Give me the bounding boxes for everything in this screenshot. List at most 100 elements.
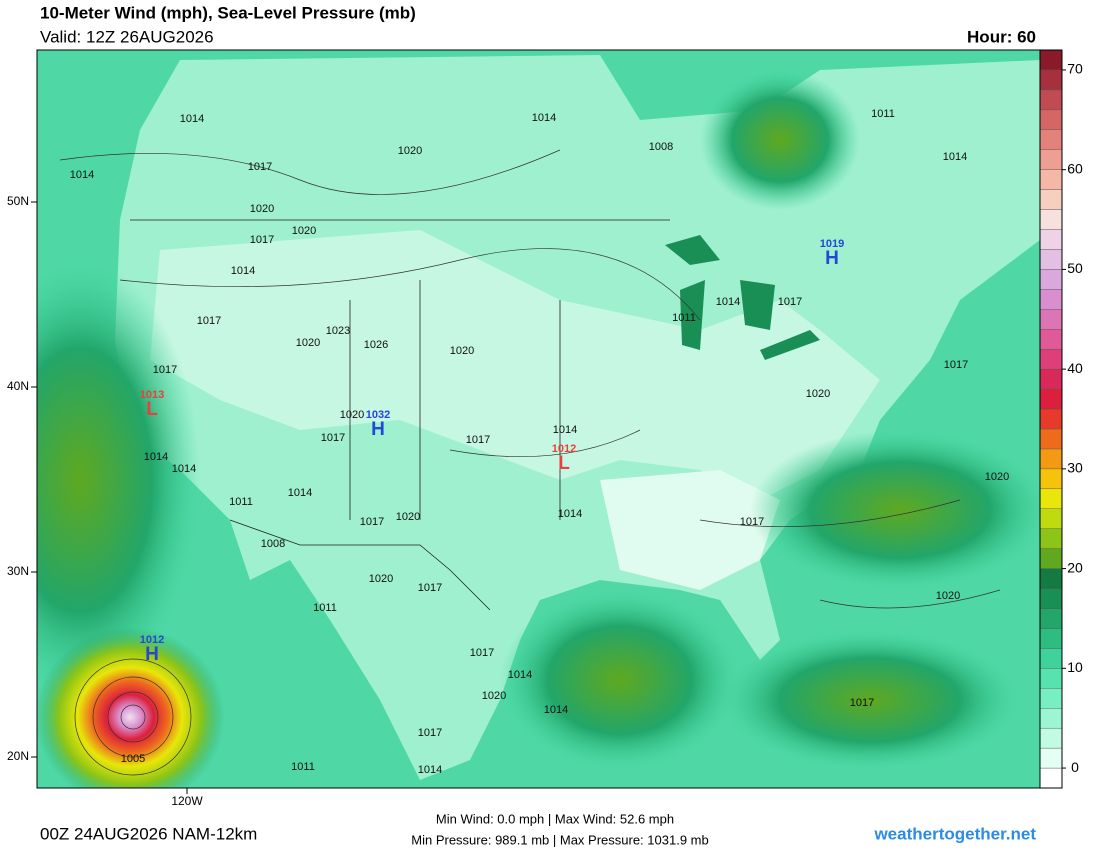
colorbar-segment [1039, 528, 1063, 549]
center-letter: H [371, 419, 385, 440]
isobar-label: 1020 [340, 409, 364, 421]
isobar-label: 1014 [943, 151, 967, 163]
colorbar-label: 60 [1067, 160, 1083, 176]
lat-label: 30N [7, 564, 29, 578]
isobar-label: 1017 [850, 697, 874, 709]
wind-area [750, 430, 1040, 590]
colorbar-segment [1039, 668, 1063, 689]
isobar-label: 1014 [558, 508, 582, 520]
isobar-label: 1017 [418, 582, 442, 594]
colorbar-label: 30 [1067, 460, 1083, 476]
isobar-label: 1017 [470, 647, 494, 659]
colorbar-segment [1039, 628, 1063, 649]
colorbar-segment [1039, 209, 1063, 230]
isobar-label: 1026 [364, 339, 388, 351]
hurricane [37, 627, 225, 788]
isobar-label: 1017 [778, 296, 802, 308]
map [37, 50, 1040, 788]
colorbar-segment [1039, 89, 1063, 111]
isobar-label: 1014 [180, 113, 204, 125]
isobar-label: 1005 [121, 753, 145, 765]
colorbar-label: 20 [1067, 559, 1083, 575]
colorbar-segment [1039, 49, 1063, 71]
colorbar-segment [1039, 129, 1063, 150]
colorbar-segment [1039, 747, 1063, 769]
isobar-label: 1017 [466, 434, 490, 446]
colorbar-segment [1039, 708, 1063, 729]
isobar-label: 1020 [250, 203, 274, 215]
isobar-label: 1011 [313, 602, 337, 614]
isobar-label: 1020 [936, 590, 960, 602]
colorbar-segment [1039, 648, 1063, 669]
colorbar-segment [1039, 448, 1063, 470]
isobar-label: 1017 [153, 364, 177, 376]
colorbar-label: 0 [1071, 759, 1079, 775]
land-light [600, 470, 780, 590]
isobar-label: 1020 [396, 511, 420, 523]
isobar-label: 1011 [229, 496, 253, 508]
colorbar-segment [1039, 69, 1063, 91]
isobar-label: 1017 [250, 234, 274, 246]
colorbar-segment [1039, 428, 1063, 450]
isobar-label: 1020 [398, 145, 422, 157]
title: 10-Meter Wind (mph), Sea-Level Pressure … [40, 3, 416, 22]
isobar-label: 1014 [231, 265, 255, 277]
colorbar-segment [1039, 368, 1063, 390]
isobar-label: 1014 [172, 463, 196, 475]
colorbar-segment [1039, 229, 1063, 250]
isobar-label: 1011 [871, 108, 895, 120]
center-pressure: 1032 [366, 409, 390, 421]
colorbar-label: 10 [1067, 659, 1083, 675]
isobar-label: 1011 [672, 312, 696, 324]
center-letter: H [825, 248, 839, 269]
colorbar-segment [1039, 408, 1063, 430]
colorbar-segment [1039, 109, 1063, 130]
colorbar-segment [1039, 189, 1063, 210]
isobar-label: 1014 [716, 296, 740, 308]
center-pressure: 1012 [140, 634, 164, 646]
isobar-label: 1020 [806, 388, 830, 400]
isobar-label: 1011 [291, 761, 315, 773]
colorbar-segment [1039, 169, 1063, 190]
isobar-label: 1020 [985, 471, 1009, 483]
colorbar-segment [1039, 568, 1063, 589]
isobar-label: 1017 [321, 432, 345, 444]
colorbar-segment [1039, 608, 1063, 629]
isobar-label: 1020 [292, 225, 316, 237]
colorbar-segment [1039, 508, 1063, 529]
site-name: weathertogether.net [873, 824, 1036, 843]
isobar-label: 1014 [70, 169, 94, 181]
wind-area [37, 260, 200, 700]
boundaries [130, 219, 670, 611]
wind-area [720, 630, 1020, 770]
colorbar-segment [1039, 688, 1063, 709]
isobar-label: 1023 [326, 325, 350, 337]
wind-stats: Min Wind: 0.0 mph | Max Wind: 52.6 mph [436, 811, 674, 826]
center-letter: L [146, 399, 158, 420]
pressure-stats: Min Pressure: 989.1 mb | Max Pressure: 1… [411, 832, 708, 847]
colorbar-segment [1039, 309, 1063, 330]
colorbar-segment [1039, 149, 1063, 170]
center-letter: H [145, 644, 159, 665]
colorbar-segment [1039, 348, 1063, 370]
wind-area [500, 590, 740, 770]
isobar-label: 1014 [532, 112, 556, 124]
colorbar-segment [1039, 269, 1063, 290]
colorbar-segment [1039, 767, 1063, 789]
colorbar-segment [1039, 548, 1063, 569]
model-run: 00Z 24AUG2026 NAM-12km [40, 824, 257, 843]
lon-label: 120W [171, 794, 203, 808]
forecast-hour: Hour: 60 [967, 27, 1036, 46]
isobar-label: 1008 [261, 538, 285, 550]
isobar-label: 1017 [197, 315, 221, 327]
isobar-label: 1020 [450, 345, 474, 357]
colorbar-segment [1039, 388, 1063, 410]
center-pressure: 1019 [820, 238, 844, 250]
isobar-label: 1014 [418, 764, 442, 776]
isobar-label: 1014 [144, 451, 168, 463]
colorbar-label: 50 [1067, 260, 1083, 276]
colorbar-segment [1039, 727, 1063, 749]
isobar-label: 1017 [360, 516, 384, 528]
lat-label: 40N [7, 379, 29, 393]
